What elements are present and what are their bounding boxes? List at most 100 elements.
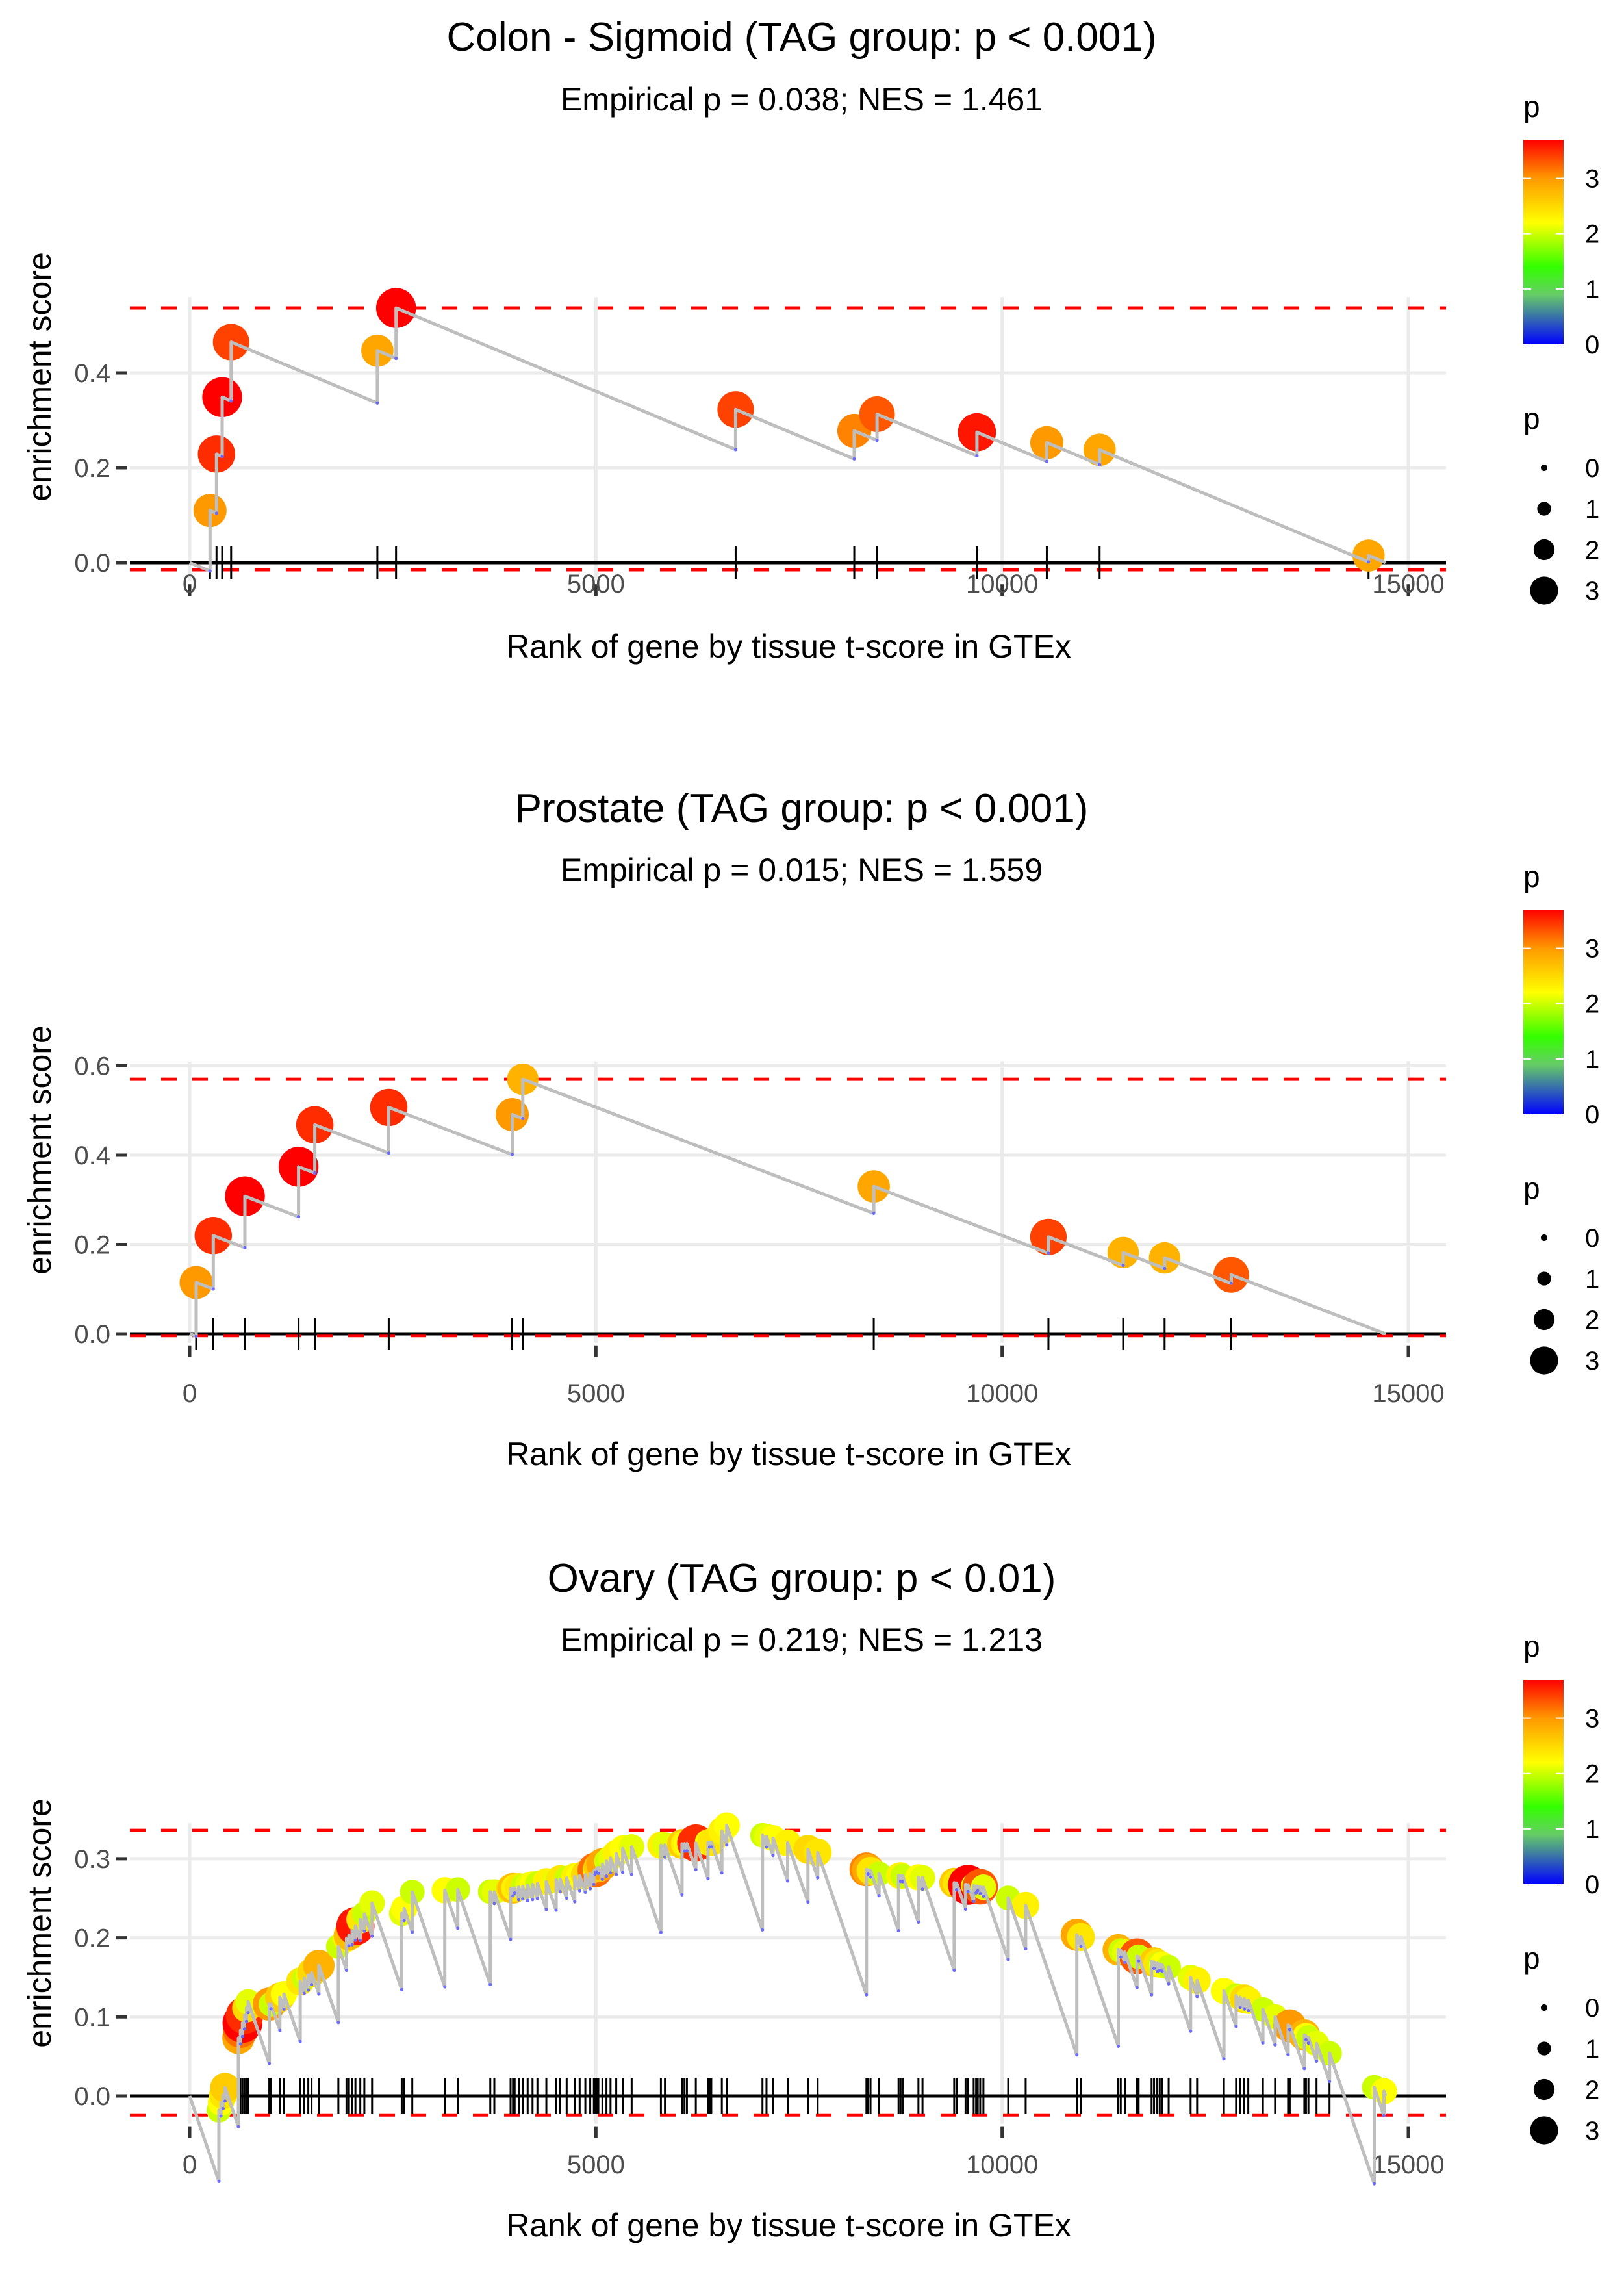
- y-tick-label: 0.2: [74, 454, 110, 483]
- valley-point: [220, 454, 224, 458]
- color-bar: [1523, 910, 1564, 1114]
- valley-point: [521, 1897, 525, 1901]
- valley-point: [344, 1968, 348, 1972]
- valley-point: [920, 1887, 924, 1891]
- size-legend-label: 1: [1585, 2035, 1599, 2063]
- valley-point: [596, 1872, 600, 1876]
- valley-point: [565, 1897, 568, 1900]
- valley-point: [1119, 1955, 1123, 1959]
- panel-ovary: Ovary (TAG group: p < 0.01) Empirical p …: [21, 1556, 1599, 2243]
- es-running-line: [189, 306, 1386, 573]
- valley-point: [509, 1937, 513, 1941]
- y-tick-label: 0.4: [74, 359, 110, 388]
- valley-point: [955, 1888, 959, 1892]
- y-tick-label: 0.0: [74, 2082, 110, 2111]
- x-tick-label: 0: [183, 1379, 197, 1408]
- valley-point: [1315, 2059, 1319, 2063]
- valley-point: [694, 1868, 698, 1872]
- valley-point: [1273, 2043, 1277, 2047]
- valley-point: [402, 1919, 406, 1923]
- valley-point: [243, 1246, 247, 1249]
- x-tick-label: 10000: [966, 1379, 1038, 1408]
- valley-point: [411, 1930, 414, 1934]
- valley-point: [609, 1871, 613, 1875]
- valley-point: [1247, 2009, 1250, 2013]
- valley-point: [1242, 2007, 1246, 2011]
- valley-point: [1123, 1961, 1127, 1965]
- size-legend-label: 2: [1585, 536, 1599, 565]
- valley-point: [370, 1934, 374, 1938]
- valley-point: [359, 1939, 362, 1943]
- valley-point: [544, 1908, 548, 1911]
- valley-point: [1045, 459, 1048, 463]
- valley-point: [761, 1928, 765, 1932]
- valley-point: [1137, 1959, 1141, 1963]
- valley-point: [347, 1944, 351, 1948]
- size-legend-dot: [1537, 1271, 1551, 1286]
- color-legend-label: 0: [1585, 1101, 1599, 1129]
- size-legend-dot: [1533, 2078, 1555, 2101]
- x-tick-label: 0: [183, 570, 197, 598]
- valley-point: [400, 1987, 403, 1991]
- valley-point: [269, 2007, 273, 2011]
- valley-point: [242, 2027, 246, 2031]
- valley-point: [310, 1983, 314, 1987]
- valley-point: [900, 1880, 904, 1884]
- valley-point: [1167, 1982, 1171, 1986]
- valley-point: [1024, 1947, 1028, 1951]
- valley-point: [511, 1894, 515, 1898]
- valley-point: [221, 2106, 225, 2110]
- valley-point: [1079, 1945, 1083, 1948]
- valley-point: [600, 1878, 604, 1882]
- valley-point: [615, 1872, 618, 1876]
- valley-point: [1306, 2041, 1310, 2045]
- size-legend-label: 3: [1585, 577, 1599, 606]
- valley-point: [785, 1879, 789, 1883]
- color-legend-title: p: [1523, 860, 1540, 893]
- valley-point: [297, 1215, 301, 1219]
- color-legend-title: p: [1523, 1629, 1540, 1663]
- valley-point: [1098, 463, 1102, 466]
- valley-point: [573, 1900, 577, 1904]
- valley-point: [223, 2099, 227, 2103]
- valley-point: [194, 1335, 198, 1338]
- valley-point: [282, 2007, 286, 2011]
- valley-point: [982, 1895, 985, 1898]
- color-legend-label: 3: [1585, 935, 1599, 964]
- valley-point: [629, 1872, 633, 1876]
- valley-point: [313, 1171, 317, 1175]
- valley-point: [387, 1151, 390, 1155]
- valley-point: [1222, 2057, 1226, 2061]
- valley-point: [298, 2039, 302, 2043]
- valley-point: [238, 2042, 242, 2046]
- valley-point: [362, 1930, 366, 1934]
- valley-point: [659, 1930, 663, 1934]
- valley-point: [208, 569, 212, 573]
- size-legend-label: 1: [1585, 1265, 1599, 1294]
- valley-point: [307, 1988, 311, 1992]
- y-tick-label: 0.2: [74, 1231, 110, 1260]
- color-legend-title: p: [1523, 90, 1540, 123]
- valley-point: [680, 1893, 684, 1897]
- valley-point: [1006, 1958, 1010, 1961]
- valley-point: [725, 1843, 729, 1847]
- color-legend-label: 3: [1585, 1705, 1599, 1733]
- x-tick-label: 10000: [966, 2151, 1038, 2179]
- valley-point: [268, 2062, 272, 2065]
- size-legend-dot: [1530, 2116, 1558, 2145]
- valley-point: [583, 1891, 587, 1895]
- valley-point: [1229, 1281, 1233, 1285]
- valley-point: [972, 1900, 976, 1904]
- valley-point: [1288, 2028, 1291, 2032]
- valley-point: [663, 1855, 667, 1859]
- size-legend-label: 0: [1585, 454, 1599, 483]
- valley-point: [521, 1117, 525, 1121]
- valley-point: [1075, 2053, 1079, 2057]
- y-axis-title: enrichment score: [21, 252, 58, 502]
- valley-point: [1135, 1986, 1139, 1989]
- valley-point: [350, 1943, 354, 1947]
- legend: p 0 1 2 3 p 0 1 2 3: [1523, 1629, 1599, 2145]
- color-legend-label: 3: [1585, 165, 1599, 194]
- valley-point: [1047, 1251, 1050, 1255]
- valley-point: [877, 1894, 881, 1898]
